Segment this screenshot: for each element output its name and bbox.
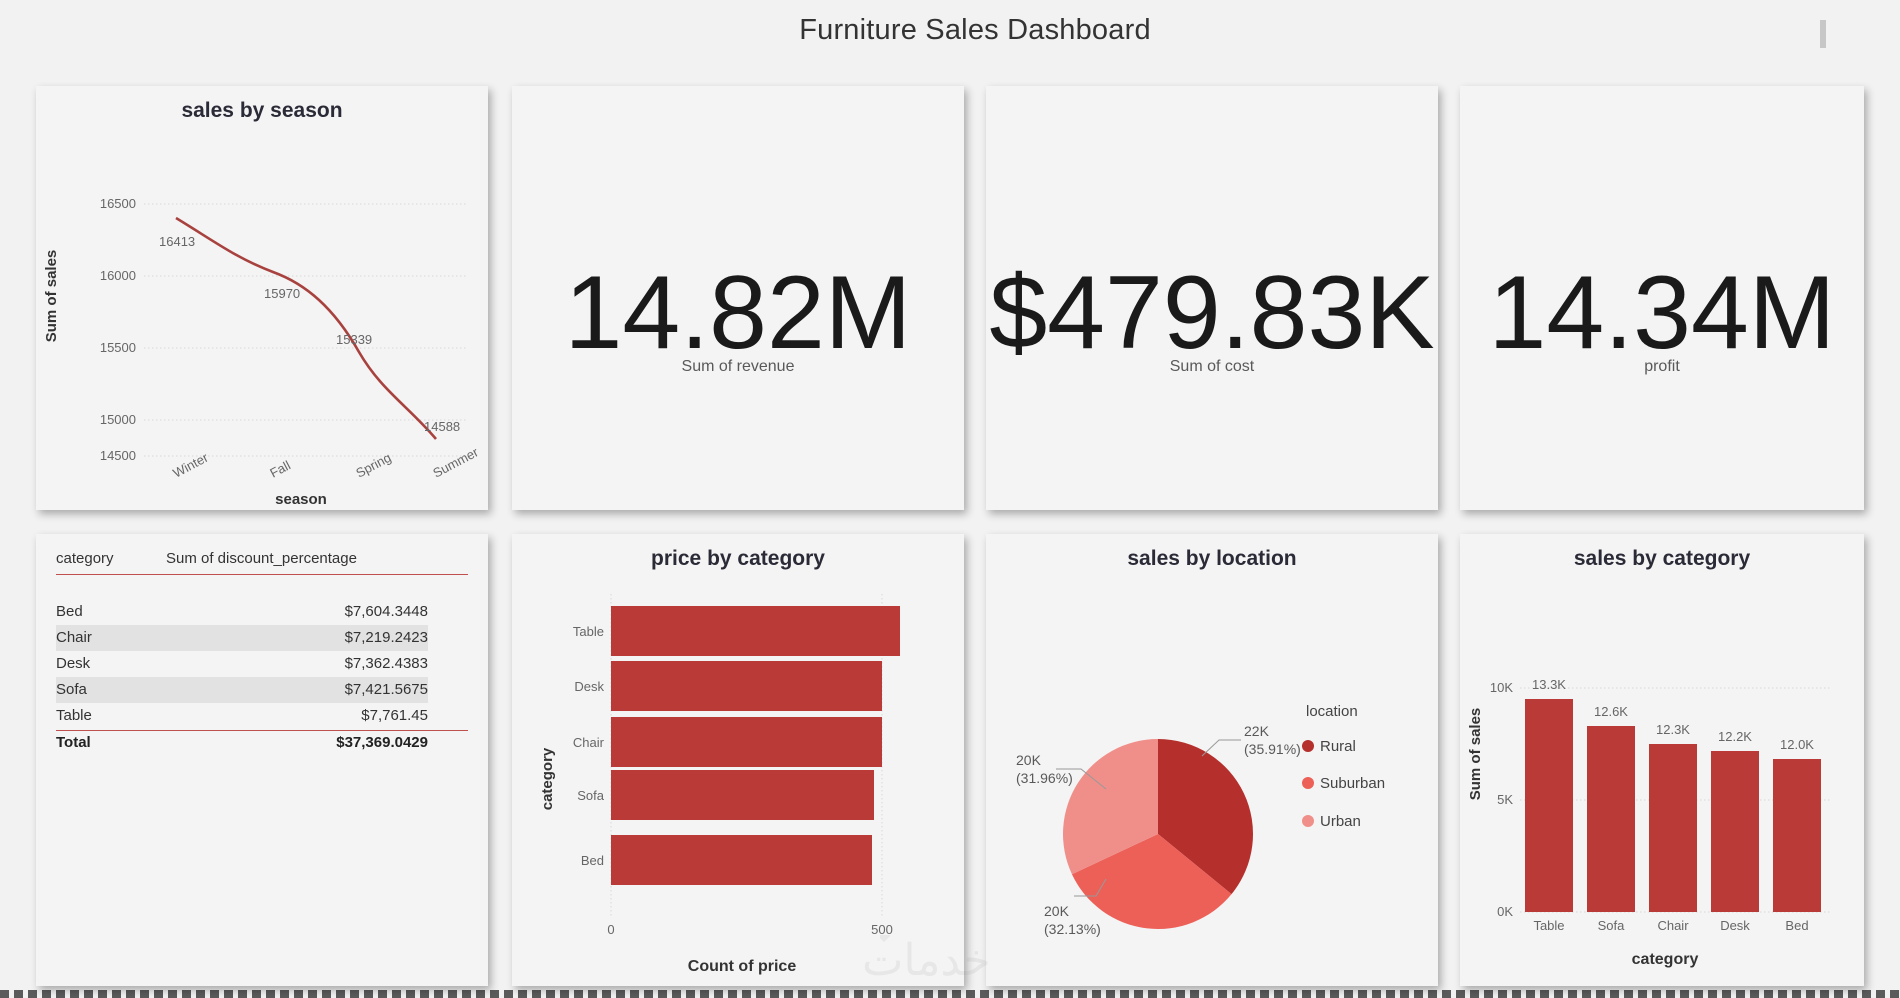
svg-text:500: 500 [871, 922, 893, 937]
svg-text:22K: 22K [1244, 723, 1270, 739]
svg-text:0K: 0K [1497, 904, 1513, 919]
svg-text:category: category [539, 747, 556, 810]
svg-text:Sofa: Sofa [577, 788, 605, 803]
svg-text:Fall: Fall [267, 458, 293, 481]
svg-text:Spring: Spring [353, 450, 393, 481]
svg-text:Summer: Summer [430, 444, 481, 481]
svg-text:Sum of sales: Sum of sales [1467, 708, 1484, 801]
svg-text:Sum of sales: Sum of sales [43, 250, 60, 343]
svg-text:14500: 14500 [100, 448, 136, 463]
svg-text:Table: Table [573, 624, 604, 639]
svg-text:Chair: Chair [573, 735, 605, 750]
svg-text:Bed: Bed [581, 853, 604, 868]
svg-text:12.0K: 12.0K [1780, 737, 1814, 752]
svg-text:(32.13%): (32.13%) [1044, 921, 1101, 937]
svg-text:Chair: Chair [1657, 918, 1689, 933]
svg-text:16413: 16413 [159, 234, 195, 249]
svg-text:(31.96%): (31.96%) [1016, 770, 1073, 786]
svg-text:location: location [1306, 703, 1358, 720]
svg-text:Sofa: Sofa [1598, 918, 1626, 933]
svg-text:Count of price: Count of price [688, 958, 797, 975]
svg-text:20K: 20K [1044, 903, 1070, 919]
svg-text:Urban: Urban [1320, 813, 1361, 830]
svg-text:12.2K: 12.2K [1718, 729, 1752, 744]
svg-text:12.6K: 12.6K [1594, 704, 1628, 719]
svg-text:16500: 16500 [100, 196, 136, 211]
svg-text:15000: 15000 [100, 412, 136, 427]
svg-text:10K: 10K [1490, 680, 1513, 695]
svg-text:Rural: Rural [1320, 738, 1356, 755]
svg-text:season: season [275, 491, 327, 508]
svg-text:15500: 15500 [100, 340, 136, 355]
svg-text:13.3K: 13.3K [1532, 677, 1566, 692]
svg-text:12.3K: 12.3K [1656, 722, 1690, 737]
svg-text:Desk: Desk [1720, 918, 1750, 933]
svg-text:Winter: Winter [170, 449, 211, 480]
svg-text:5K: 5K [1497, 792, 1513, 807]
svg-text:16000: 16000 [100, 268, 136, 283]
svg-text:category: category [1632, 951, 1699, 968]
svg-text:Desk: Desk [574, 679, 604, 694]
svg-text:0: 0 [607, 922, 614, 937]
svg-text:20K: 20K [1016, 752, 1042, 768]
svg-text:(35.91%): (35.91%) [1244, 741, 1301, 757]
svg-text:Bed: Bed [1785, 918, 1808, 933]
svg-text:Suburban: Suburban [1320, 775, 1385, 792]
svg-text:15339: 15339 [336, 332, 372, 347]
svg-text:15970: 15970 [264, 286, 300, 301]
svg-text:Table: Table [1533, 918, 1564, 933]
svg-text:14588: 14588 [424, 419, 460, 434]
